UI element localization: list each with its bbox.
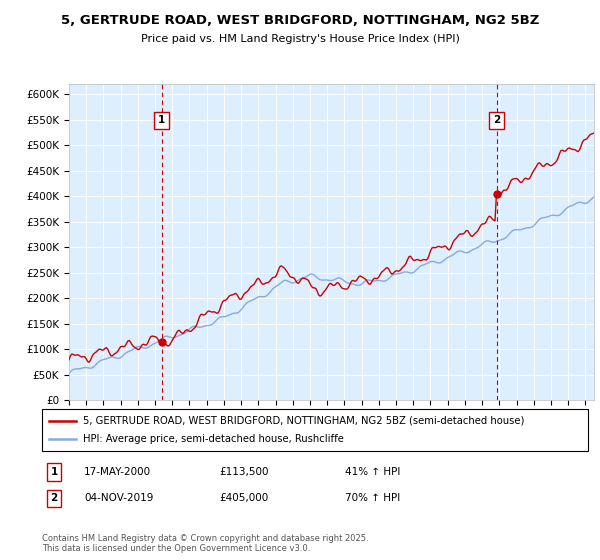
Text: 1: 1 (50, 467, 58, 477)
Text: £405,000: £405,000 (219, 493, 268, 503)
Text: 5, GERTRUDE ROAD, WEST BRIDGFORD, NOTTINGHAM, NG2 5BZ (semi-detached house): 5, GERTRUDE ROAD, WEST BRIDGFORD, NOTTIN… (83, 416, 525, 426)
Text: Contains HM Land Registry data © Crown copyright and database right 2025.
This d: Contains HM Land Registry data © Crown c… (42, 534, 368, 553)
Text: 5, GERTRUDE ROAD, WEST BRIDGFORD, NOTTINGHAM, NG2 5BZ: 5, GERTRUDE ROAD, WEST BRIDGFORD, NOTTIN… (61, 14, 539, 27)
Text: £113,500: £113,500 (219, 467, 269, 477)
Text: 2: 2 (493, 115, 500, 125)
Text: 1: 1 (158, 115, 165, 125)
Text: 2: 2 (50, 493, 58, 503)
Text: 41% ↑ HPI: 41% ↑ HPI (345, 467, 400, 477)
Text: HPI: Average price, semi-detached house, Rushcliffe: HPI: Average price, semi-detached house,… (83, 434, 344, 444)
Text: 17-MAY-2000: 17-MAY-2000 (84, 467, 151, 477)
Text: 70% ↑ HPI: 70% ↑ HPI (345, 493, 400, 503)
Text: Price paid vs. HM Land Registry's House Price Index (HPI): Price paid vs. HM Land Registry's House … (140, 34, 460, 44)
Text: 04-NOV-2019: 04-NOV-2019 (84, 493, 154, 503)
